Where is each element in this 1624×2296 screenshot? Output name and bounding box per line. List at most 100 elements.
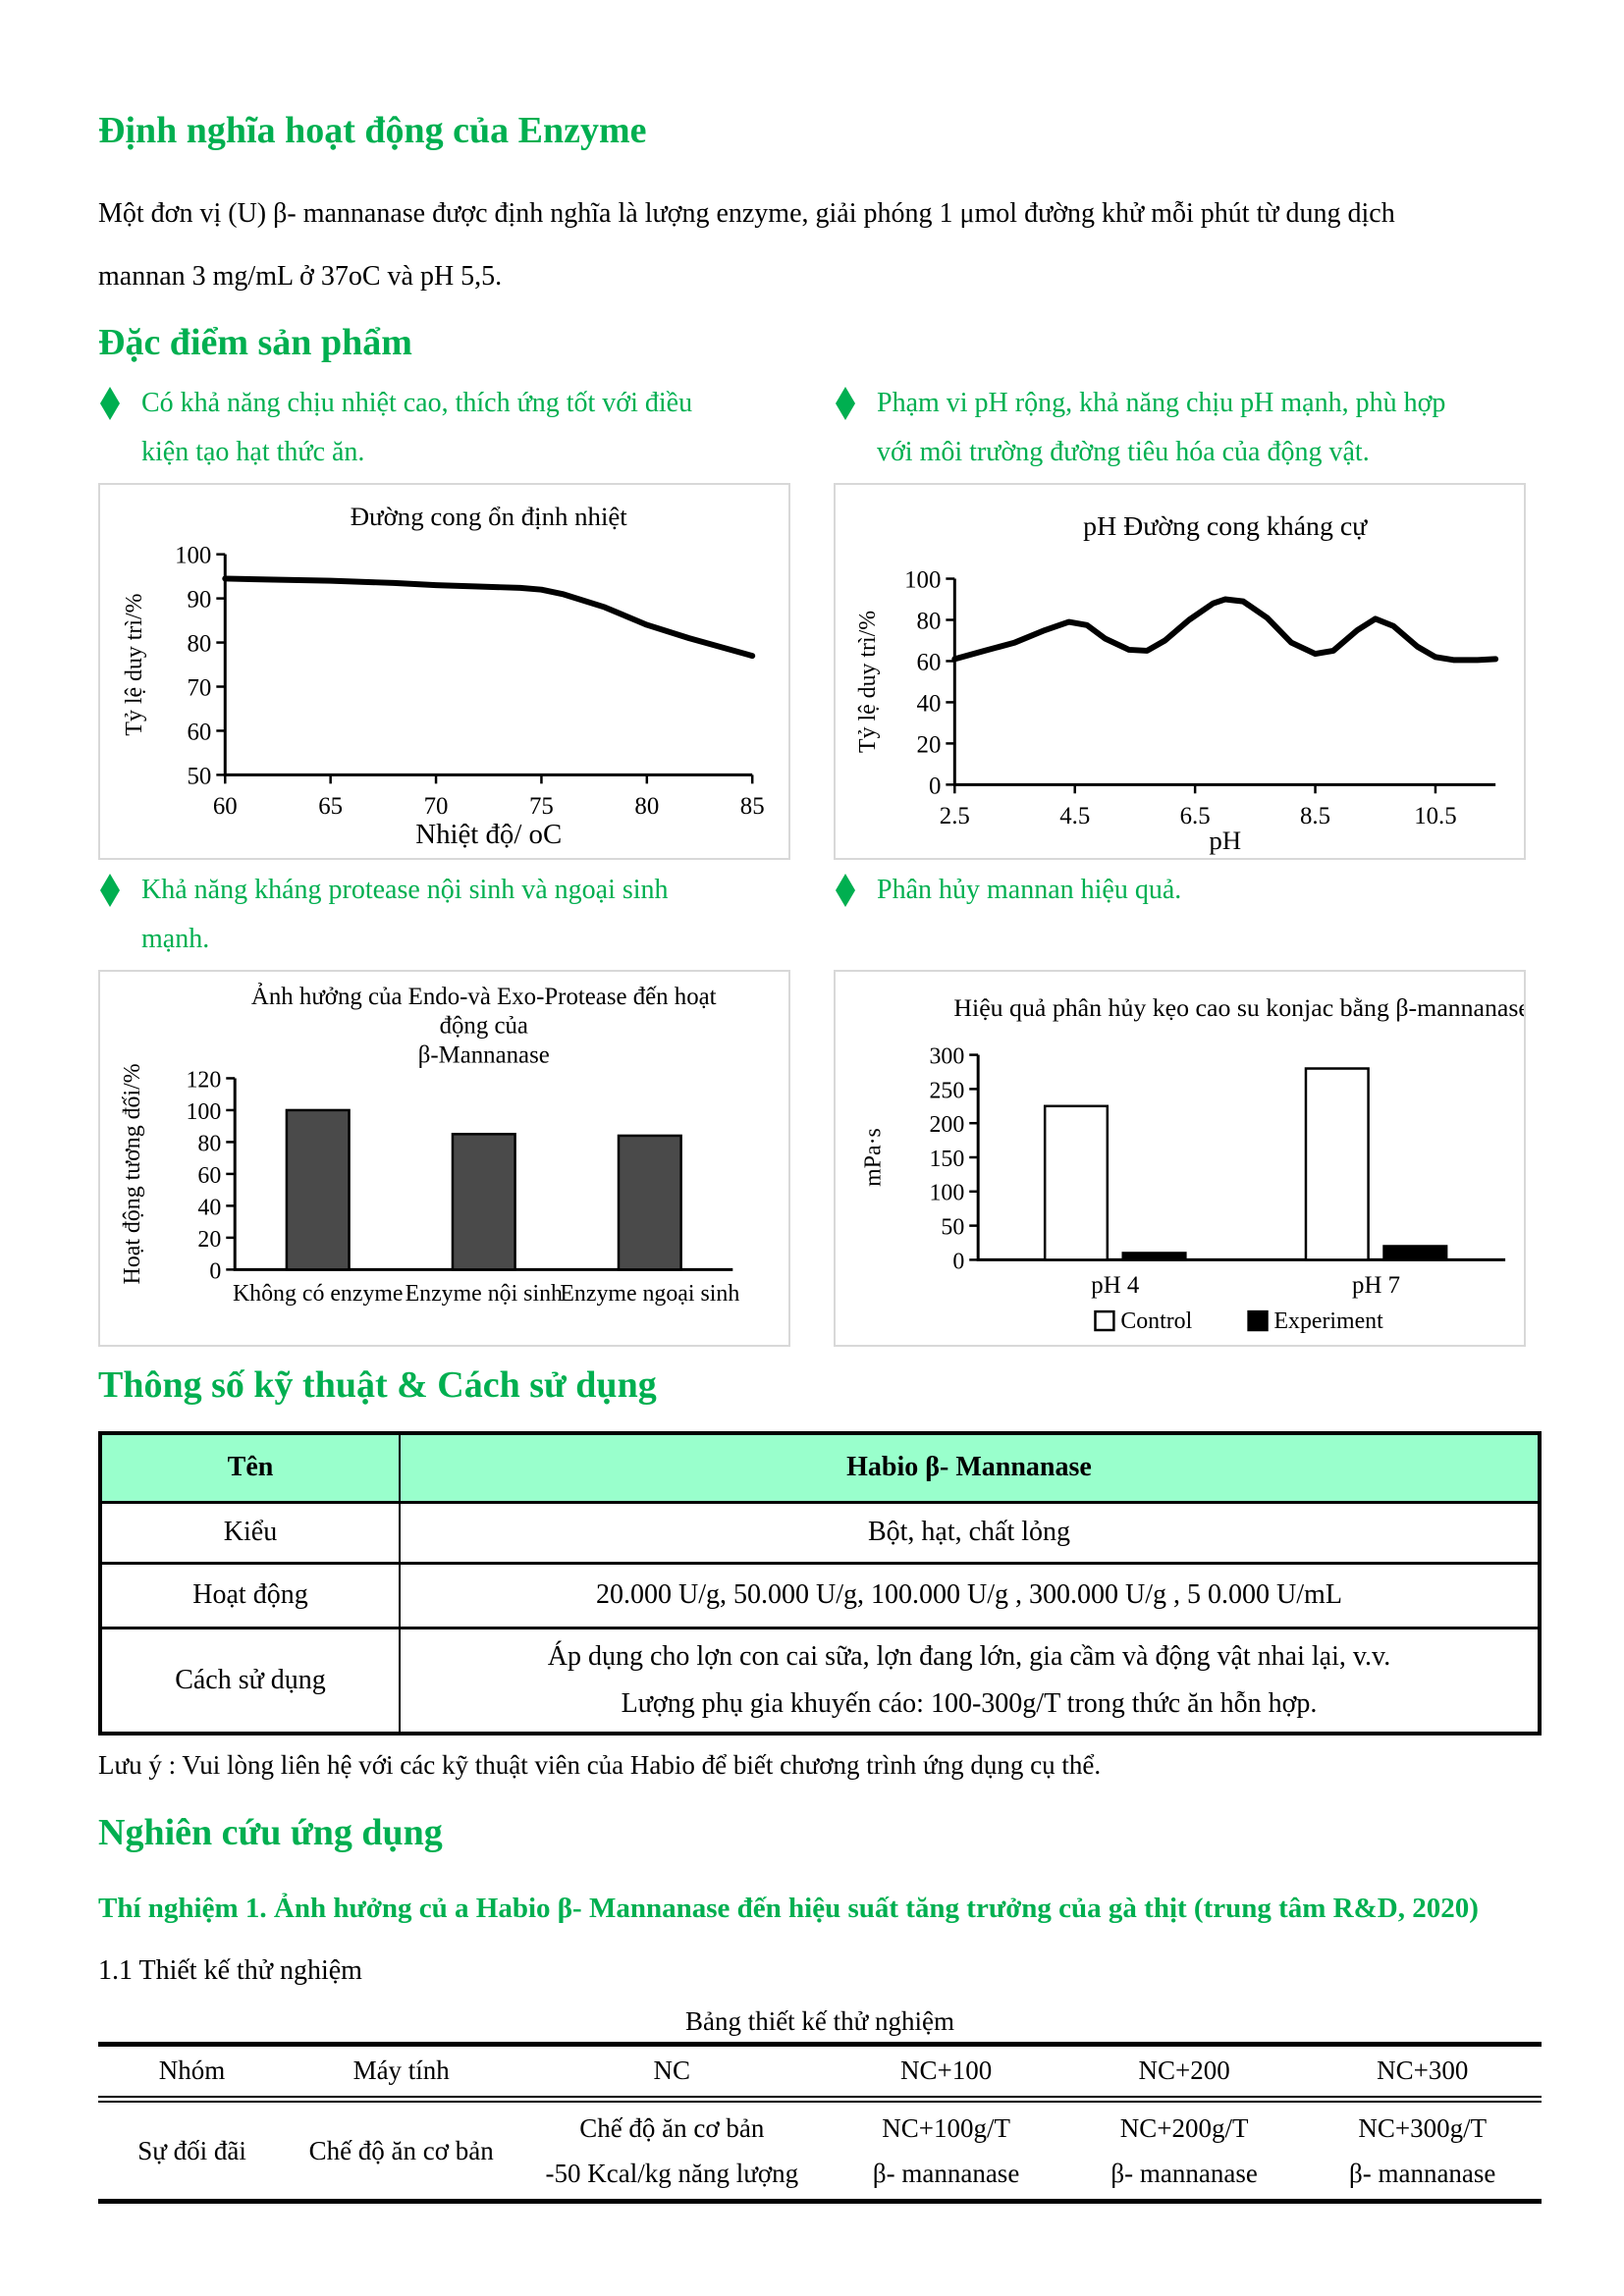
feature-text: Khả năng kháng protease nội sinh và ngoạ… — [141, 875, 669, 954]
svg-text:4.5: 4.5 — [1059, 803, 1090, 829]
svg-text:Tỷ lệ duy trì/%: Tỷ lệ duy trì/% — [122, 593, 147, 735]
svg-text:Tỷ lệ duy trì/%: Tỷ lệ duy trì/% — [855, 611, 881, 753]
svg-text:động của: động của — [440, 1013, 528, 1040]
svg-text:60: 60 — [188, 719, 212, 745]
feature-mannan-degradation: Phân hủy mannan hiệu quả. Hiệu quả phân … — [834, 866, 1526, 1347]
svg-text:250: 250 — [929, 1078, 964, 1103]
svg-text:Hoạt động tương đối/%: Hoạt động tương đối/% — [120, 1063, 145, 1284]
svg-text:0: 0 — [929, 773, 941, 799]
svg-text:120: 120 — [186, 1067, 221, 1093]
features-grid: Có khả năng chịu nhiệt cao, thích ứng tố… — [98, 379, 1526, 1347]
svg-text:100: 100 — [929, 1181, 964, 1206]
spec-value: Áp dụng cho lợn con cai sữa, lợn đang lớ… — [400, 1626, 1540, 1734]
svg-text:80: 80 — [917, 608, 942, 634]
svg-text:80: 80 — [188, 631, 212, 658]
svg-text:40: 40 — [197, 1195, 221, 1220]
svg-text:100: 100 — [186, 1099, 221, 1125]
enzyme-definition-paragraph: Một đơn vị (U) β- mannanase được định ng… — [98, 198, 1395, 292]
design-cell: Chế độ ăn cơ bản — [308, 2135, 494, 2165]
design-cell: NC+300g/T β- mannanase — [1348, 2112, 1496, 2188]
svg-text:100: 100 — [904, 566, 941, 593]
svg-text:Hiệu quả phân hủy kẹo cao su k: Hiệu quả phân hủy kẹo cao su konjac bằng… — [953, 993, 1524, 1022]
spec-note: Lưu ý : Vui lòng liên hệ với các kỹ thuậ… — [98, 1749, 1102, 1780]
feature-text: Phạm vi pH rộng, khả năng chịu pH mạnh, … — [877, 388, 1446, 467]
design-header: NC+100 — [827, 2044, 1065, 2103]
svg-text:10.5: 10.5 — [1414, 803, 1456, 829]
svg-text:80: 80 — [634, 793, 659, 820]
diamond-bullet-icon — [836, 387, 855, 420]
design-table: Nhóm Máy tính NC NC+100 NC+200 NC+300 Sự… — [98, 2041, 1542, 2204]
svg-text:20: 20 — [917, 731, 942, 758]
design-table-header-row: Nhóm Máy tính NC NC+100 NC+200 NC+300 — [98, 2044, 1542, 2103]
section-title-specifications: Thông số kỹ thuật & Cách sử dụng — [98, 1364, 657, 1406]
svg-text:60: 60 — [197, 1163, 221, 1189]
spec-row-activity: Hoạt động 20.000 U/g, 50.000 U/g, 100.00… — [100, 1561, 1540, 1628]
trial-design-label: 1.1 Thiết kế thử nghiệm — [98, 1954, 362, 1986]
spec-value: 20.000 U/g, 50.000 U/g, 100.000 U/g , 30… — [400, 1561, 1540, 1628]
svg-text:Enzyme nội sinh: Enzyme nội sinh — [406, 1281, 563, 1307]
design-header: Nhóm — [98, 2044, 287, 2103]
chart-ph-resistance: pH Đường cong kháng cự 0 20 40 60 80 100 Tỷ lệ … — [834, 483, 1526, 860]
experiment-1-title: Thí nghiệm 1. Ảnh hưởng củ a Habio β- Ma… — [98, 1892, 1479, 1924]
svg-text:6.5: 6.5 — [1180, 803, 1211, 829]
svg-text:90: 90 — [188, 587, 212, 614]
spec-table-header-row: Tên Habio β- Mannanase — [100, 1433, 1540, 1502]
svg-text:65: 65 — [318, 793, 343, 820]
feature-text: Có khả năng chịu nhiệt cao, thích ứng tố… — [141, 388, 693, 467]
chart-protease-effect: Ảnh hưởng của Endo-và Exo-Protease đến h… — [98, 970, 790, 1347]
svg-text:60: 60 — [917, 649, 942, 675]
svg-text:300: 300 — [929, 1044, 964, 1070]
svg-text:80: 80 — [197, 1131, 221, 1156]
svg-text:Đường cong ổn định nhiệt: Đường cong ổn định nhiệt — [351, 502, 628, 531]
spec-key: Cách sử dụng — [100, 1626, 401, 1734]
spec-row-usage: Cách sử dụng Áp dụng cho lợn con cai sữa… — [100, 1626, 1540, 1734]
svg-text:100: 100 — [175, 543, 211, 569]
svg-text:75: 75 — [529, 793, 554, 820]
svg-text:pH Đường cong kháng cự: pH Đường cong kháng cự — [1083, 511, 1368, 542]
design-table-data-row: Sự đối đãi Chế độ ăn cơ bản Chế độ ăn cơ… — [98, 2099, 1542, 2201]
design-cell: Sự đối đãi — [137, 2135, 246, 2165]
svg-text:mPa·s: mPa·s — [861, 1128, 887, 1187]
spec-table: Tên Habio β- Mannanase Kiểu Bột, hạt, ch… — [98, 1431, 1542, 1735]
svg-text:Experiment: Experiment — [1273, 1308, 1383, 1334]
svg-text:Enzyme ngoại sinh: Enzyme ngoại sinh — [560, 1281, 739, 1307]
svg-text:pH 4: pH 4 — [1091, 1272, 1140, 1299]
svg-text:60: 60 — [213, 793, 238, 820]
svg-text:0: 0 — [209, 1258, 221, 1284]
design-header: NC — [516, 2044, 828, 2103]
svg-text:70: 70 — [188, 674, 212, 701]
feature-bullet-row: Phạm vi pH rộng, khả năng chịu pH mạnh, … — [834, 379, 1526, 477]
feature-protease-resistance: Khả năng kháng protease nội sinh và ngoạ… — [98, 866, 790, 1347]
svg-text:2.5: 2.5 — [940, 803, 970, 829]
svg-text:150: 150 — [929, 1147, 964, 1172]
svg-text:40: 40 — [917, 690, 942, 717]
spec-row-type: Kiểu Bột, hạt, chất lỏng — [100, 1500, 1540, 1563]
section-title-application-research: Nghiên cứu ứng dụng — [98, 1811, 443, 1853]
svg-text:50: 50 — [941, 1215, 964, 1241]
svg-text:70: 70 — [424, 793, 449, 820]
svg-text:200: 200 — [929, 1112, 964, 1138]
spec-key: Kiểu — [100, 1500, 401, 1563]
section-title-enzyme-definition: Định nghĩa hoạt động của Enzyme — [98, 110, 647, 151]
diamond-bullet-icon — [100, 874, 120, 907]
spec-header-product: Habio β- Mannanase — [400, 1433, 1540, 1502]
svg-text:8.5: 8.5 — [1300, 803, 1330, 829]
design-cell: NC+100g/T β- mannanase — [872, 2112, 1020, 2188]
diamond-bullet-icon — [100, 387, 120, 420]
svg-text:50: 50 — [188, 763, 212, 789]
design-header: NC+200 — [1064, 2044, 1304, 2103]
svg-text:Ảnh hưởng của Endo-và Exo-Prot: Ảnh hưởng của Endo-và Exo-Protease đến h… — [251, 983, 717, 1010]
feature-text: Phân hủy mannan hiệu quả. — [877, 875, 1182, 905]
design-header: NC+300 — [1303, 2044, 1542, 2103]
svg-text:pH: pH — [1209, 826, 1241, 855]
spec-key: Hoạt động — [100, 1561, 401, 1628]
spec-header-name: Tên — [100, 1433, 401, 1502]
svg-text:Nhiệt độ/ oC: Nhiệt độ/ oC — [415, 819, 562, 850]
svg-text:20: 20 — [197, 1227, 221, 1253]
svg-text:pH 7: pH 7 — [1352, 1272, 1400, 1299]
feature-ph-range: Phạm vi pH rộng, khả năng chịu pH mạnh, … — [834, 379, 1526, 860]
svg-text:Control: Control — [1120, 1308, 1192, 1334]
svg-text:85: 85 — [740, 793, 765, 820]
chart-konjac-degradation: Hiệu quả phân hủy kẹo cao su konjac bằng… — [834, 970, 1526, 1347]
